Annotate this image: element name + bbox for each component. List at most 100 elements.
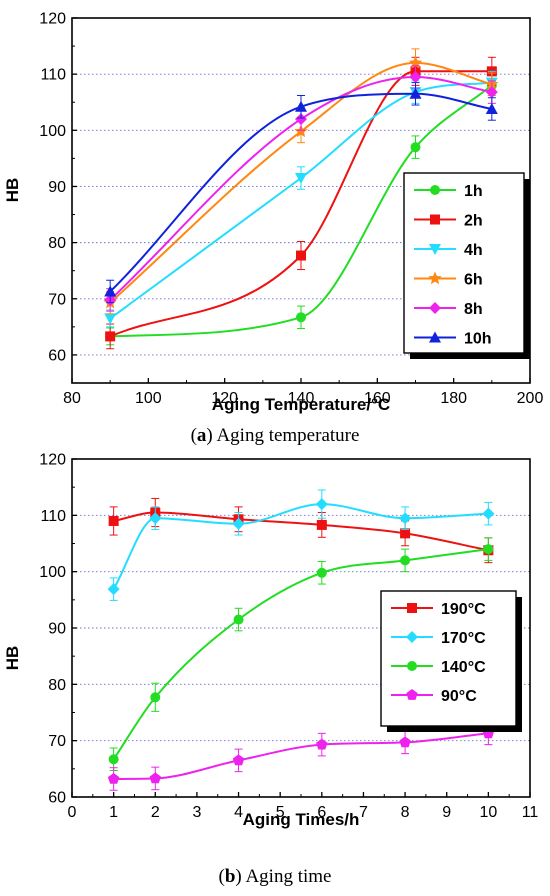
legend-label: 90°C (441, 688, 477, 705)
legend-marker (429, 331, 441, 343)
y-tick-label: 60 (48, 790, 66, 807)
series-140°C (108, 537, 494, 772)
x-axis: 80 100 120 140 160 180 200 (63, 378, 543, 407)
y-axis-title: HB (3, 178, 22, 203)
y-tick-label: 70 (48, 291, 66, 308)
legend-marker (406, 689, 418, 700)
series-line (109, 75, 492, 301)
legend-label: 4h (464, 242, 483, 259)
caption-text: Aging time (245, 866, 331, 887)
data-point (485, 86, 498, 99)
x-tick-label: 10 (479, 804, 497, 821)
x-tick-label: 200 (517, 390, 544, 407)
x-tick-label: 6 (317, 804, 326, 821)
series-line (109, 70, 492, 338)
data-point (483, 544, 494, 555)
series-line (113, 732, 489, 780)
y-tick-label: 80 (48, 235, 66, 252)
y-tick-label: 110 (40, 67, 66, 84)
series-10h (104, 82, 498, 304)
legend-label: 2h (464, 213, 483, 230)
x-tick-label: 2 (151, 804, 160, 821)
data-point (104, 313, 117, 325)
legend-label: 1h (464, 183, 483, 200)
legend-box (380, 590, 517, 727)
y-tick-label: 80 (48, 677, 66, 694)
data-point (410, 142, 421, 153)
x-tick-label: 1 (109, 804, 118, 821)
data-point (400, 528, 411, 539)
legend-label: 8h (464, 301, 483, 318)
data-point (295, 100, 307, 112)
caption-label: a (197, 425, 207, 446)
data-point (409, 71, 422, 83)
y-axis: 60 70 80 90 100 110 120 (39, 452, 77, 807)
x-tick-label: 9 (442, 804, 451, 821)
legend-label: 10h (464, 331, 492, 348)
x-tick-label: 140 (288, 390, 315, 407)
legend-marker (407, 661, 417, 671)
data-point (295, 173, 307, 184)
series-line (109, 92, 492, 293)
y-axis-title: HB (3, 646, 22, 671)
x-axis-title: Aging Temperature/°C (212, 395, 390, 414)
x-axis-title: Aging Times/h (243, 810, 360, 829)
x-tick-label: 11 (522, 804, 539, 821)
data-point (399, 736, 411, 748)
y-tick-label: 120 (39, 11, 66, 28)
legend-marker (407, 603, 417, 613)
y-tick-label: 60 (48, 347, 66, 364)
data-point (409, 87, 422, 99)
data-point (316, 567, 327, 578)
legend-marker (406, 631, 418, 643)
x-tick-label: 7 (359, 804, 368, 821)
caption-label: b (225, 866, 236, 887)
legend-marker (429, 244, 441, 255)
legend-label: 140°C (441, 659, 486, 676)
data-point (107, 773, 120, 784)
data-point (296, 250, 306, 261)
data-point (108, 754, 119, 765)
x-tick-label: 4 (234, 804, 243, 821)
chart-a: 60 70 80 90 100 110 120 80 100 120 140 160 180 200 Agi… (3, 11, 543, 447)
y-axis: 60 70 80 90 100 110 120 (39, 11, 77, 364)
y-tick-label: 90 (48, 179, 66, 196)
chart-b: 60 70 80 90 100 110 120 0 1 2 3 4 5 6 7 8 9 10 11 Aging Tim… (3, 452, 538, 888)
y-tick-label: 110 (40, 508, 66, 525)
data-point (108, 515, 119, 526)
data-point (150, 692, 161, 703)
legend-marker (430, 214, 440, 225)
caption-text: Aging temperature (216, 425, 359, 446)
legend-marker (429, 302, 441, 314)
data-point (400, 555, 411, 566)
x-tick-label: 120 (211, 390, 238, 407)
series-line (109, 81, 492, 320)
x-tick-label: 100 (135, 390, 162, 407)
x-tick-label: 180 (440, 390, 467, 407)
data-point (485, 103, 498, 114)
data-point (316, 738, 328, 750)
legend-marker (430, 185, 440, 195)
data-point (315, 498, 328, 511)
legend-label: 190°C (441, 601, 486, 618)
data-point (233, 614, 244, 625)
legend-label: 170°C (441, 630, 486, 647)
data-point (295, 113, 307, 126)
x-tick-label: 0 (68, 804, 77, 821)
series-line (109, 61, 493, 304)
legend-marker (428, 271, 442, 285)
x-tick-label: 3 (192, 804, 201, 821)
y-tick-label: 100 (39, 123, 66, 140)
data-point (104, 285, 117, 297)
y-tick-label: 90 (48, 621, 66, 638)
data-point (149, 772, 161, 784)
x-tick-label: 5 (276, 804, 285, 821)
series-line (110, 84, 493, 338)
data-point (149, 512, 162, 525)
gridlines (72, 514, 530, 742)
x-axis: 0 1 2 3 4 5 6 7 8 9 10 11 (68, 792, 539, 821)
y-tick-label: 100 (39, 564, 66, 581)
series-4h (104, 70, 498, 328)
x-tick-label: 80 (63, 390, 81, 407)
